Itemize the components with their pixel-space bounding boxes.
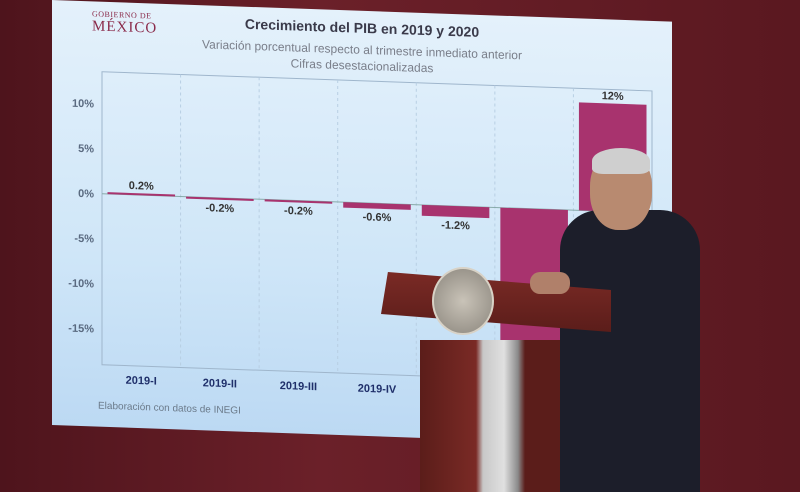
data-label: -0.2% (284, 205, 313, 218)
data-label: 0.2% (129, 180, 154, 193)
y-tick-label: -10% (68, 278, 94, 291)
y-tick-label: 0% (78, 188, 94, 201)
bar-2019-III (264, 199, 333, 204)
y-tick-label: -5% (74, 233, 94, 246)
data-label: -0.2% (205, 202, 234, 215)
x-tick-label: 2019-III (280, 380, 317, 393)
speaker-hand (530, 272, 570, 294)
y-tick-label: 5% (78, 143, 94, 156)
bar-2019-I (107, 192, 176, 197)
x-tick-label: 2019-IV (358, 383, 397, 396)
x-tick-label: 2019-II (203, 377, 237, 390)
national-seal-icon (432, 267, 494, 335)
data-label: -0.6% (363, 211, 392, 224)
data-label: -1.2% (441, 219, 470, 232)
bar-2019-IV (343, 202, 411, 210)
speaker-body (560, 210, 700, 492)
bar-2019-II (186, 196, 254, 202)
bar-20 (421, 204, 490, 219)
data-label: 12% (602, 90, 624, 103)
y-tick-label: 10% (72, 98, 94, 111)
speaker-hair (592, 148, 650, 174)
x-tick-label: 2019-I (126, 375, 157, 388)
podium-stand (420, 340, 560, 492)
y-tick-label: -15% (68, 323, 94, 336)
